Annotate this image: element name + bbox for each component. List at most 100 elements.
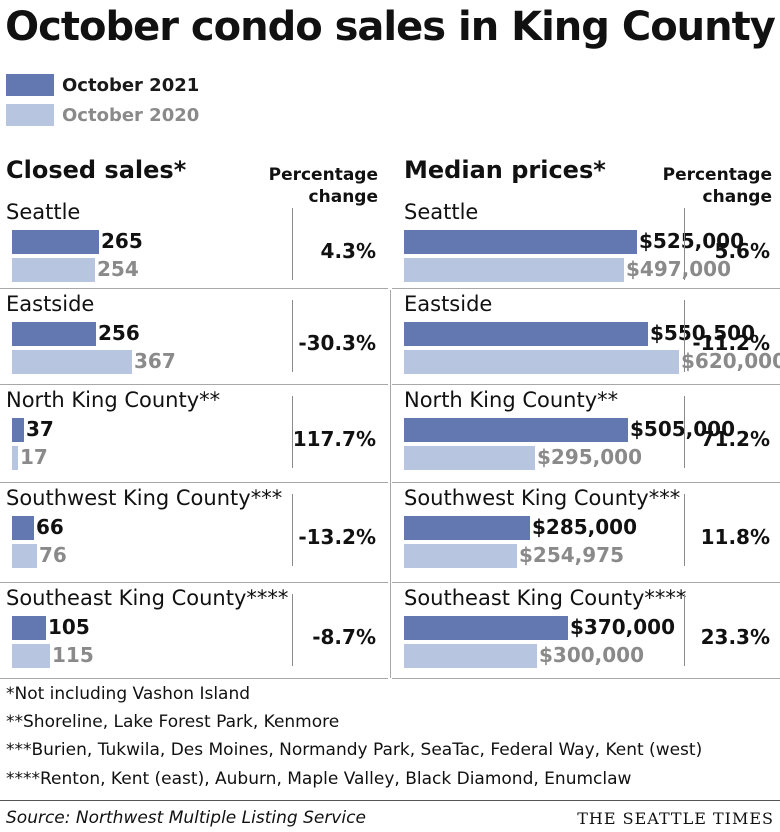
closed-sales-pct-heading: Percentage change — [258, 164, 378, 208]
median-prices-bar-2021 — [404, 230, 637, 254]
footer-rule — [0, 800, 780, 801]
median-prices-value-label-2020: $497,000 — [626, 257, 732, 281]
median-prices-bar-2020 — [404, 258, 624, 282]
footnote-4: ****Renton, Kent (east), Auburn, Maple V… — [6, 769, 632, 789]
closed-sales-value-label-2020: 367 — [134, 349, 176, 373]
footnote-3: ***Burien, Tukwila, Des Moines, Normandy… — [6, 740, 703, 760]
median-prices-pct-change: 23.3% — [700, 625, 770, 649]
median-prices-row-rule — [392, 582, 780, 583]
legend-swatch-2021 — [6, 74, 54, 96]
chart-title: October condo sales in King County — [5, 4, 776, 50]
median-prices-bar-2021 — [404, 418, 628, 442]
median-prices-value-label-2020: $254,975 — [519, 543, 625, 567]
closed-sales-bar-2020 — [12, 544, 37, 568]
median-prices-value-label-2021: $505,000 — [630, 417, 736, 441]
closed-sales-value-label-2021: 105 — [48, 615, 90, 639]
median-prices-value-label-2021: $370,000 — [570, 615, 676, 639]
closed-sales-region-label: Southwest King County*** — [6, 486, 283, 510]
closed-sales-value-label-2021: 66 — [36, 515, 64, 539]
publisher-credit: THE SEATTLE TIMES — [577, 809, 774, 828]
median-prices-value-label-2020: $620,000 — [681, 349, 780, 373]
median-prices-bar-2020 — [404, 446, 535, 470]
median-prices-bar-2021 — [404, 616, 568, 640]
legend-item-2021: October 2021 — [6, 74, 199, 96]
legend-swatch-2020 — [6, 104, 54, 126]
closed-sales-value-label-2020: 115 — [52, 643, 94, 667]
closed-sales-pct-heading-line2: change — [308, 187, 378, 207]
median-prices-pct-heading-line1: Percentage — [662, 165, 772, 185]
closed-sales-pct-divider — [292, 396, 293, 468]
closed-sales-bar-2021 — [12, 322, 96, 346]
closed-sales-pct-change: -30.3% — [298, 331, 376, 355]
median-prices-row-rule — [392, 288, 780, 289]
source-note: Source: Northwest Multiple Listing Servi… — [6, 808, 366, 828]
closed-sales-value-label-2020: 76 — [39, 543, 67, 567]
closed-sales-bar-2021 — [12, 418, 24, 442]
median-prices-pct-change: 5.6% — [714, 239, 770, 263]
closed-sales-pct-divider — [292, 208, 293, 280]
panel-divider — [390, 290, 391, 678]
closed-sales-pct-change: 117.7% — [292, 427, 376, 451]
median-prices-bar-2021 — [404, 322, 648, 346]
closed-sales-value-label-2021: 256 — [98, 321, 140, 345]
median-prices-pct-change: 71.2% — [700, 427, 770, 451]
median-prices-row-rule — [392, 384, 780, 385]
legend-label-2020: October 2020 — [62, 104, 200, 126]
median-prices-pct-change: 11.8% — [700, 525, 770, 549]
median-prices-heading: Median prices* — [404, 156, 606, 184]
median-prices-region-label: North King County** — [404, 388, 619, 412]
closed-sales-bar-2021 — [12, 230, 99, 254]
median-prices-value-label-2021: $550,500 — [650, 321, 756, 345]
closed-sales-pct-divider — [292, 300, 293, 372]
legend-label-2021: October 2021 — [62, 74, 200, 96]
closed-sales-bar-2021 — [12, 616, 46, 640]
closed-sales-value-label-2021: 265 — [101, 229, 143, 253]
median-prices-region-label: Eastside — [404, 292, 493, 316]
median-prices-bottom-rule — [392, 678, 780, 679]
closed-sales-region-label: Eastside — [6, 292, 95, 316]
legend-item-2020: October 2020 — [6, 104, 199, 126]
closed-sales-bar-2020 — [12, 446, 18, 470]
closed-sales-region-label: North King County** — [6, 388, 221, 412]
closed-sales-pct-change: -13.2% — [298, 525, 376, 549]
median-prices-pct-divider — [684, 494, 685, 566]
median-prices-value-label-2021: $525,000 — [639, 229, 745, 253]
closed-sales-row-rule — [0, 384, 388, 385]
closed-sales-row-rule — [0, 288, 388, 289]
closed-sales-heading: Closed sales* — [6, 156, 187, 184]
closed-sales-bottom-rule — [0, 678, 388, 679]
closed-sales-bar-2020 — [12, 258, 95, 282]
closed-sales-bar-2020 — [12, 350, 132, 374]
median-prices-bar-2020 — [404, 644, 537, 668]
closed-sales-bar-2020 — [12, 644, 50, 668]
closed-sales-value-label-2020: 254 — [97, 257, 139, 281]
median-prices-bar-2021 — [404, 516, 530, 540]
median-prices-value-label-2020: $300,000 — [539, 643, 645, 667]
median-prices-row-rule — [392, 482, 780, 483]
median-prices-pct-divider — [684, 300, 685, 372]
closed-sales-pct-divider — [292, 594, 293, 666]
median-prices-region-label: Seattle — [404, 200, 479, 224]
median-prices-pct-heading-line2: change — [702, 187, 772, 207]
closed-sales-row-rule — [0, 482, 388, 483]
median-prices-bar-2020 — [404, 350, 679, 374]
median-prices-pct-divider — [684, 396, 685, 468]
closed-sales-pct-change: 4.3% — [320, 239, 376, 263]
closed-sales-value-label-2021: 37 — [26, 417, 54, 441]
median-prices-pct-change: -11.2% — [692, 331, 770, 355]
closed-sales-bar-2021 — [12, 516, 34, 540]
median-prices-region-label: Southwest King County*** — [404, 486, 681, 510]
median-prices-value-label-2020: $295,000 — [537, 445, 643, 469]
closed-sales-pct-heading-line1: Percentage — [268, 165, 378, 185]
median-prices-value-label-2021: $285,000 — [532, 515, 638, 539]
footnote-1: *Not including Vashon Island — [6, 684, 251, 704]
closed-sales-pct-divider — [292, 494, 293, 566]
footnote-2: **Shoreline, Lake Forest Park, Kenmore — [6, 712, 340, 732]
median-prices-pct-divider — [684, 208, 685, 280]
closed-sales-pct-change: -8.7% — [312, 625, 376, 649]
closed-sales-row-rule — [0, 582, 388, 583]
median-prices-pct-heading: Percentage change — [652, 164, 772, 208]
median-prices-region-label: Southeast King County**** — [404, 586, 687, 610]
closed-sales-region-label: Seattle — [6, 200, 81, 224]
closed-sales-region-label: Southeast King County**** — [6, 586, 289, 610]
